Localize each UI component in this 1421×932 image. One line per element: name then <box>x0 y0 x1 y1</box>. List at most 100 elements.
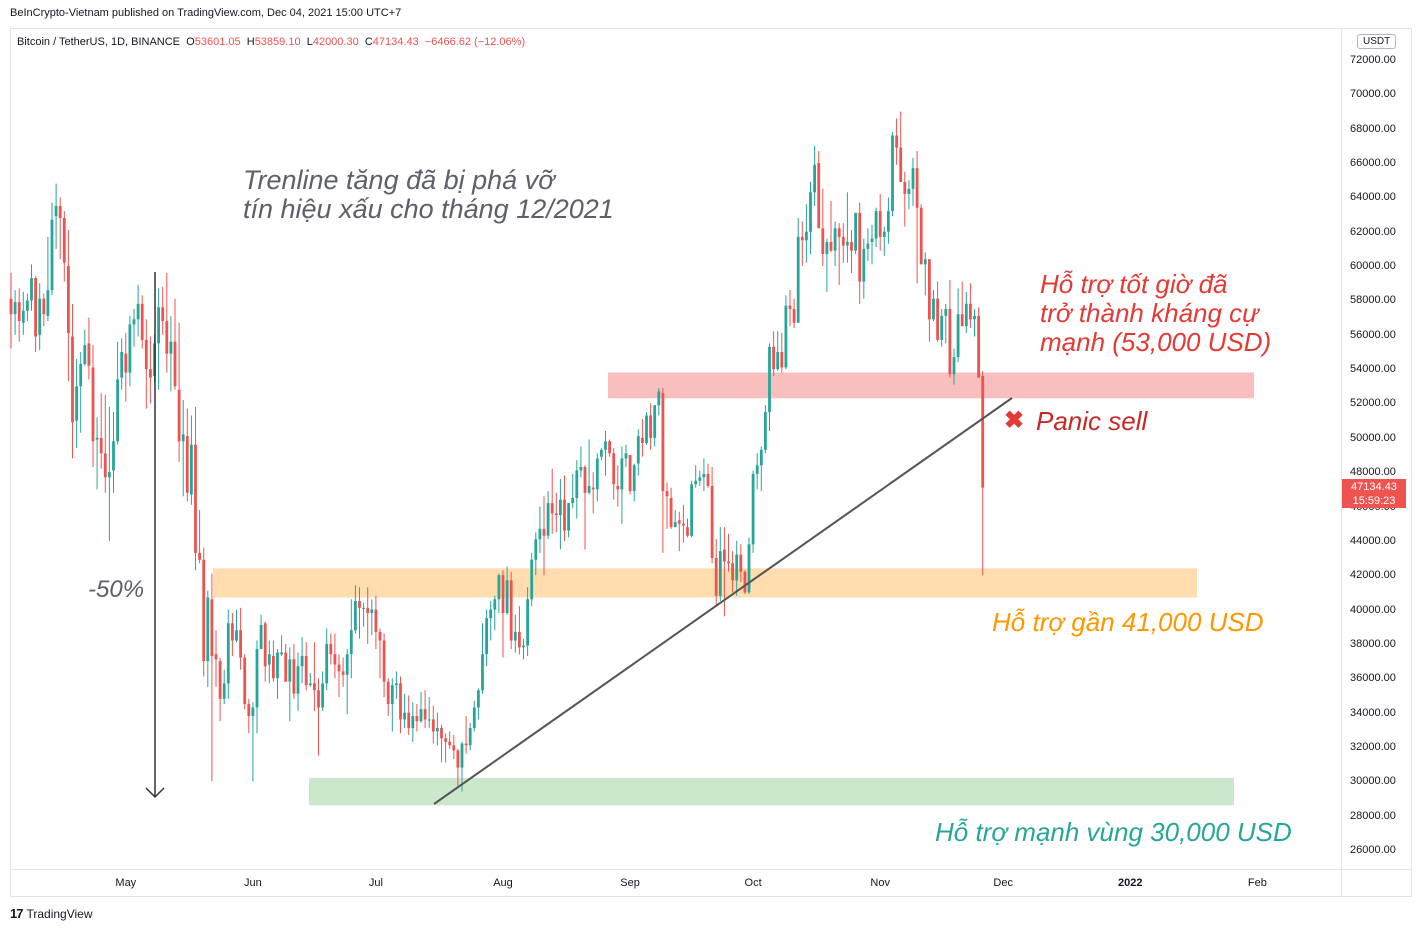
candle <box>710 467 714 564</box>
candle-body <box>800 236 804 241</box>
candle-body <box>936 298 939 340</box>
candle <box>239 607 242 670</box>
chart-frame <box>10 28 1412 897</box>
candle-body <box>620 458 624 490</box>
candle <box>144 319 148 409</box>
candle-body <box>538 528 542 540</box>
candle <box>768 343 771 431</box>
candle <box>54 183 58 249</box>
candle-body <box>325 643 329 684</box>
candle <box>706 463 710 488</box>
candle <box>628 455 632 495</box>
candle <box>505 566 509 615</box>
candle-body <box>267 654 271 665</box>
candle-body <box>243 657 247 705</box>
candle-body <box>206 597 210 662</box>
candle-body <box>645 415 648 443</box>
candle-body <box>374 609 378 632</box>
footer-brand[interactable]: 17 TradingView <box>10 906 93 921</box>
candle <box>727 534 730 572</box>
candle-body <box>829 242 833 251</box>
resistance-annotation-line-3: mạnh (53,000 USD) <box>1040 327 1272 357</box>
candle <box>620 446 624 524</box>
candle-body <box>313 683 316 691</box>
candle <box>698 470 702 486</box>
candle-body <box>595 458 599 490</box>
candle <box>755 453 759 490</box>
candle-body <box>67 266 70 334</box>
candle-body <box>948 309 952 375</box>
candle-body <box>809 192 812 232</box>
candle-body <box>415 716 419 722</box>
candle <box>870 224 874 265</box>
candle <box>419 692 423 723</box>
candle-body <box>464 743 468 746</box>
candle-body <box>173 341 177 387</box>
last-price-countdown: 15:59:23 <box>1352 495 1396 507</box>
symbol-legend[interactable]: Bitcoin / TetherUS, 1D, BINANCE O53601.0… <box>17 36 525 48</box>
currency-button[interactable]: USDT <box>1357 34 1397 49</box>
candle <box>17 288 21 342</box>
candle <box>915 151 919 284</box>
candle-body <box>686 527 689 536</box>
candle-body <box>940 315 944 340</box>
y-tick-label: 66000.00 <box>1350 157 1396 170</box>
candle <box>185 408 189 502</box>
candle-body <box>882 231 886 237</box>
candle <box>645 412 648 445</box>
candle <box>891 132 894 217</box>
candle <box>267 640 271 684</box>
trendline-broken-annotation: Trenline tăng đã bị phá vỡ tín hiệu xấu … <box>243 166 614 224</box>
candle <box>825 238 829 292</box>
candle-body <box>407 712 411 729</box>
candle <box>71 303 74 459</box>
candle-body <box>132 319 136 325</box>
candle-body <box>91 367 95 442</box>
candle-body <box>628 455 632 492</box>
candle <box>739 544 743 583</box>
candle-body <box>526 599 529 646</box>
y-tick-label: 42000.00 <box>1350 569 1396 582</box>
candle <box>288 647 292 722</box>
candle-body <box>858 212 862 282</box>
x-tick-label: May <box>115 877 137 889</box>
x-tick-label: 2022 <box>1118 877 1143 889</box>
candle-body <box>136 303 140 320</box>
candle-body <box>846 242 849 246</box>
candle-body <box>870 238 874 243</box>
candle <box>300 637 304 684</box>
overlays-layer <box>145 272 1013 805</box>
candle <box>608 439 611 457</box>
candle <box>329 633 333 665</box>
candle-body <box>390 685 394 705</box>
candle <box>218 657 222 722</box>
candle <box>546 491 550 540</box>
y-tick-label: 32000.00 <box>1350 740 1396 753</box>
candle-body <box>559 499 562 516</box>
candle-body <box>448 741 452 746</box>
candle <box>75 358 78 449</box>
candle <box>571 473 575 509</box>
candle <box>58 197 62 260</box>
candle-body <box>112 441 115 471</box>
candle <box>788 290 792 327</box>
candle <box>341 657 345 687</box>
candle <box>464 716 468 754</box>
trendline-annotation-line-1: Trenline tăng đã bị phá vỡ <box>243 165 555 195</box>
candle-body <box>337 664 341 672</box>
candle-body <box>727 561 730 564</box>
candle <box>481 623 484 694</box>
candle <box>903 171 907 227</box>
candle-body <box>333 654 337 665</box>
candle-body <box>792 309 796 323</box>
candle-body <box>923 259 927 265</box>
candle <box>960 281 964 327</box>
candle-body <box>161 307 165 322</box>
candle-body <box>522 645 525 648</box>
candle-body <box>682 523 685 526</box>
candle <box>448 731 452 749</box>
publisher-header: BeInCrypto-Vietnam published on TradingV… <box>10 7 402 19</box>
candle <box>280 635 283 656</box>
candle-body <box>960 314 964 327</box>
